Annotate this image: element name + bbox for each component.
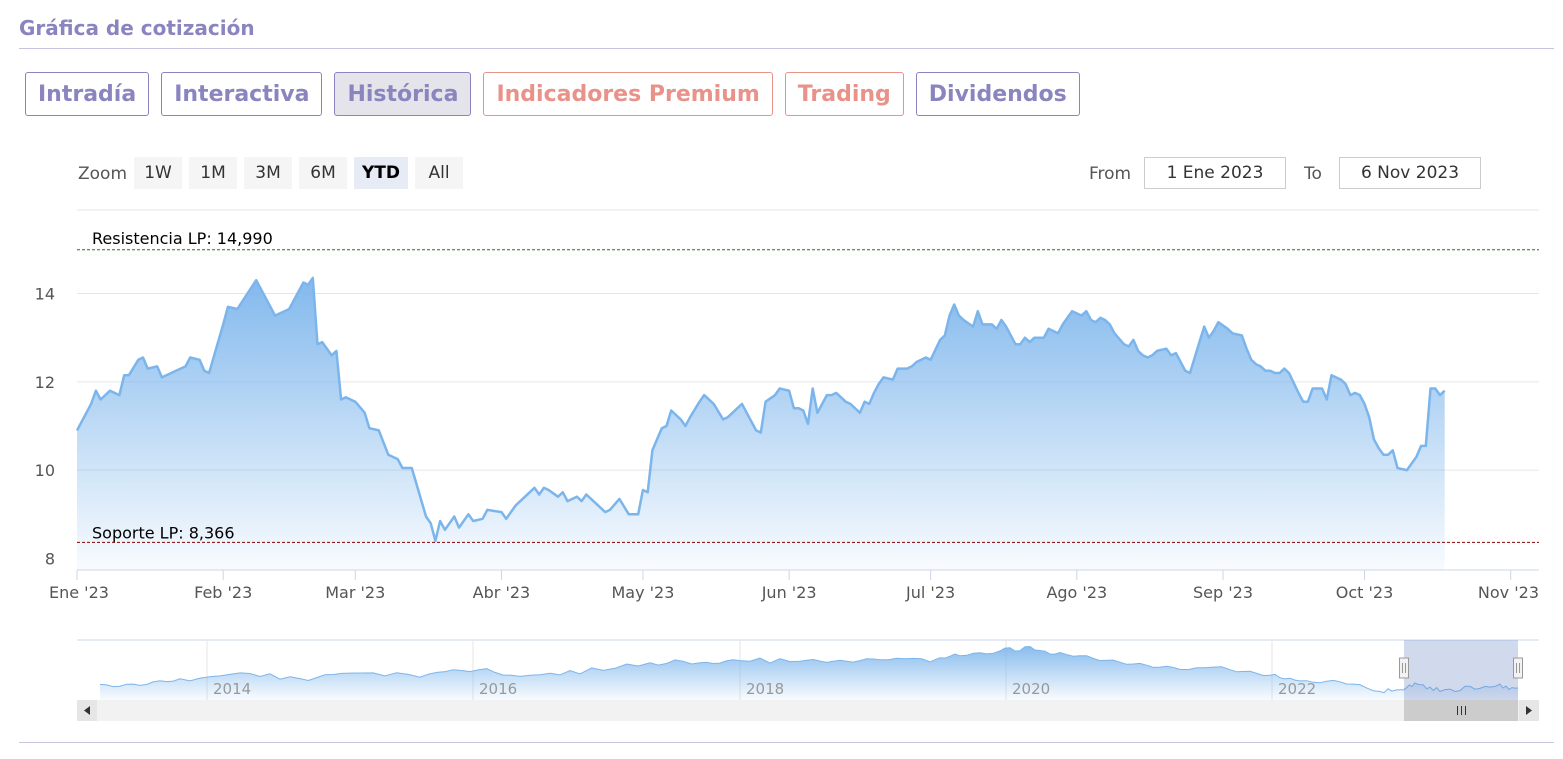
y-tick-label: 8 bbox=[45, 550, 55, 569]
zoom-3m-button[interactable]: 3M bbox=[244, 157, 292, 189]
resistance-label: Resistencia LP: 14,990 bbox=[92, 229, 273, 248]
y-tick-label: 14 bbox=[35, 285, 55, 304]
navigator[interactable]: 2014 2016 2018 2020 2022 bbox=[77, 639, 1539, 700]
tab-intradia[interactable]: Intradía bbox=[25, 72, 150, 116]
arrow-left-icon bbox=[84, 706, 90, 715]
x-tick-label: Sep '23 bbox=[1193, 583, 1253, 602]
y-tick-label: 10 bbox=[35, 461, 55, 480]
x-tick-label: Jun '23 bbox=[761, 583, 817, 602]
chart-tabs: Intradía Interactiva Histórica Indicador… bbox=[25, 72, 1080, 116]
navigator-left-handle[interactable] bbox=[1399, 657, 1409, 679]
x-axis-labels: Ene '23 Feb '23 Mar '23 Abr '23 May '23 Jun '… bbox=[49, 570, 1539, 602]
support-label: Soporte LP: 8,366 bbox=[92, 523, 235, 542]
zoom-1m-button[interactable]: 1M bbox=[189, 157, 237, 189]
zoom-all-button[interactable]: All bbox=[415, 157, 464, 189]
x-tick-label: Abr '23 bbox=[473, 583, 531, 602]
zoom-6m-button[interactable]: 6M bbox=[299, 157, 347, 189]
grip-icon bbox=[1457, 706, 1466, 715]
zoom-ytd-button[interactable]: YTD bbox=[354, 157, 409, 189]
navigator-year-label: 2018 bbox=[746, 680, 784, 698]
navigator-year-label: 2016 bbox=[479, 680, 517, 698]
arrow-right-icon bbox=[1526, 706, 1532, 715]
section-divider bbox=[19, 48, 1554, 49]
x-tick-label: Nov '23 bbox=[1478, 583, 1539, 602]
navigator-line bbox=[99, 645, 1519, 694]
x-tick-label: Ago '23 bbox=[1046, 583, 1107, 602]
navigator-right-handle[interactable] bbox=[1513, 657, 1523, 679]
y-tick-label: 12 bbox=[35, 373, 55, 392]
tab-trading[interactable]: Trading bbox=[784, 72, 904, 116]
price-line bbox=[75, 276, 1446, 543]
navigator-year-label: 2022 bbox=[1278, 680, 1316, 698]
navigator-year-label: 2014 bbox=[213, 680, 251, 698]
zoom-1w-button[interactable]: 1W bbox=[134, 157, 182, 189]
x-tick-label: Jul '23 bbox=[905, 583, 955, 602]
x-tick-label: Oct '23 bbox=[1336, 583, 1394, 602]
tab-interactiva[interactable]: Interactiva bbox=[161, 72, 323, 116]
navigator-year-label: 2020 bbox=[1012, 680, 1050, 698]
x-tick-label: Feb '23 bbox=[194, 583, 252, 602]
section-title: Gráfica de cotización bbox=[19, 16, 255, 40]
navigator-selection[interactable] bbox=[1404, 640, 1518, 700]
tab-dividendos[interactable]: Dividendos bbox=[915, 72, 1080, 116]
tab-indicadores-premium[interactable]: Indicadores Premium bbox=[483, 72, 773, 116]
scrollbar[interactable] bbox=[77, 700, 1539, 721]
bottom-divider bbox=[19, 742, 1554, 743]
navigator-year-labels: 2014 2016 2018 2020 2022 bbox=[213, 680, 1316, 698]
x-tick-label: Ene '23 bbox=[49, 583, 109, 602]
tab-historica[interactable]: Histórica bbox=[334, 72, 472, 116]
range-to-input[interactable] bbox=[1339, 157, 1481, 189]
navigator-area bbox=[100, 646, 1518, 700]
zoom-label: Zoom bbox=[78, 164, 128, 184]
x-tick-label: Mar '23 bbox=[325, 583, 385, 602]
price-area bbox=[77, 278, 1445, 570]
x-tick-label: May '23 bbox=[611, 583, 674, 602]
range-from-input[interactable] bbox=[1144, 157, 1286, 189]
zoom-buttons: 1W 1M 3M 6M YTD All bbox=[134, 157, 464, 189]
range-to-label: To bbox=[1304, 164, 1322, 184]
y-axis-labels: 8 10 12 14 bbox=[35, 285, 55, 569]
range-from-label: From bbox=[1089, 164, 1132, 184]
